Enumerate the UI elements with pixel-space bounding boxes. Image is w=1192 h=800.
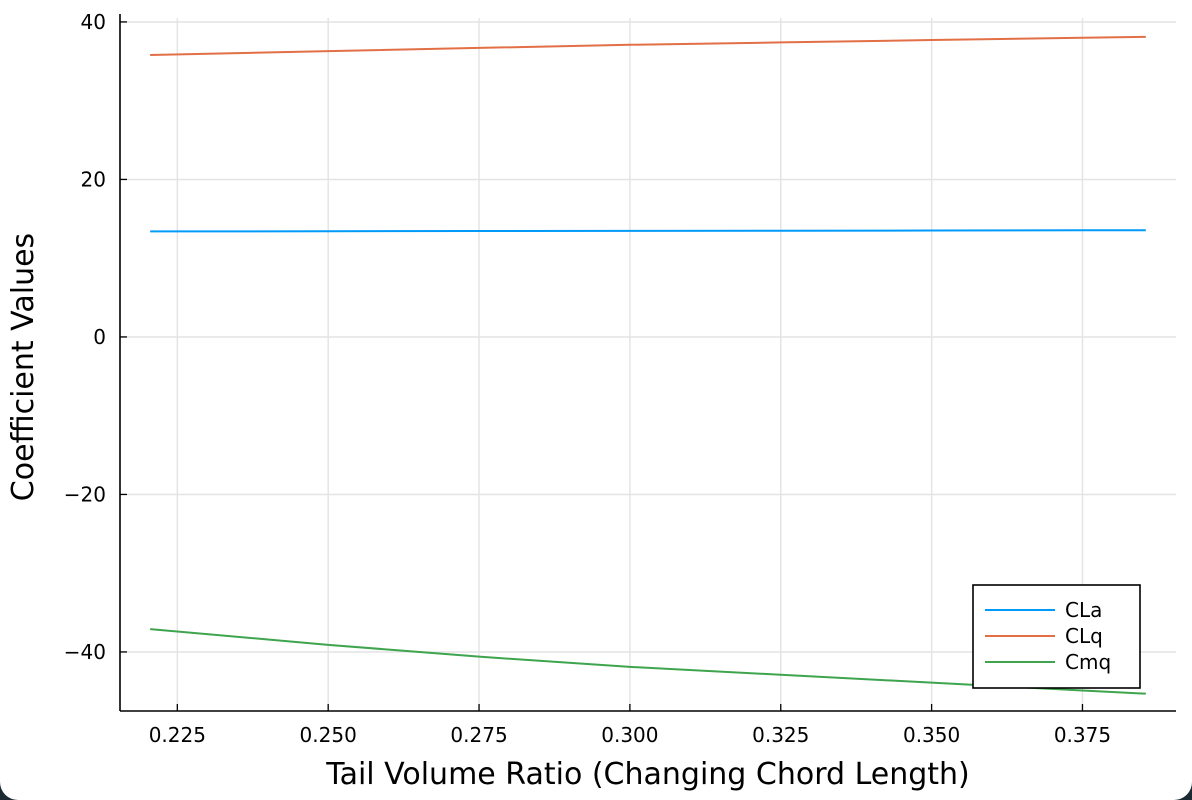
x-tick-label: 0.325 — [752, 723, 809, 747]
x-tick-label: 0.225 — [149, 723, 206, 747]
x-tick-label: 0.375 — [1054, 723, 1111, 747]
series-line-cla — [150, 229, 1146, 233]
y-tick-label: −40 — [64, 640, 106, 664]
y-tick-label: 40 — [81, 10, 106, 34]
x-tick-label: 0.275 — [450, 723, 507, 747]
series-line-clq — [150, 35, 1146, 57]
legend-label-clq: CLq — [1065, 624, 1103, 648]
x-tick-label: 0.250 — [300, 723, 357, 747]
x-axis-label: Tail Volume Ratio (Changing Chord Length… — [325, 757, 970, 792]
y-tick-label: −20 — [64, 482, 106, 506]
y-axis-label: Coefficient Values — [6, 233, 41, 501]
x-tick-label: 0.300 — [601, 723, 658, 747]
legend-label-cla: CLa — [1065, 598, 1102, 622]
x-tick-label: 0.350 — [903, 723, 960, 747]
series-line-cmq — [150, 628, 1146, 695]
y-tick-label: 20 — [81, 167, 106, 191]
y-tick-label: 0 — [93, 325, 106, 349]
legend-label-cmq: Cmq — [1065, 650, 1111, 674]
